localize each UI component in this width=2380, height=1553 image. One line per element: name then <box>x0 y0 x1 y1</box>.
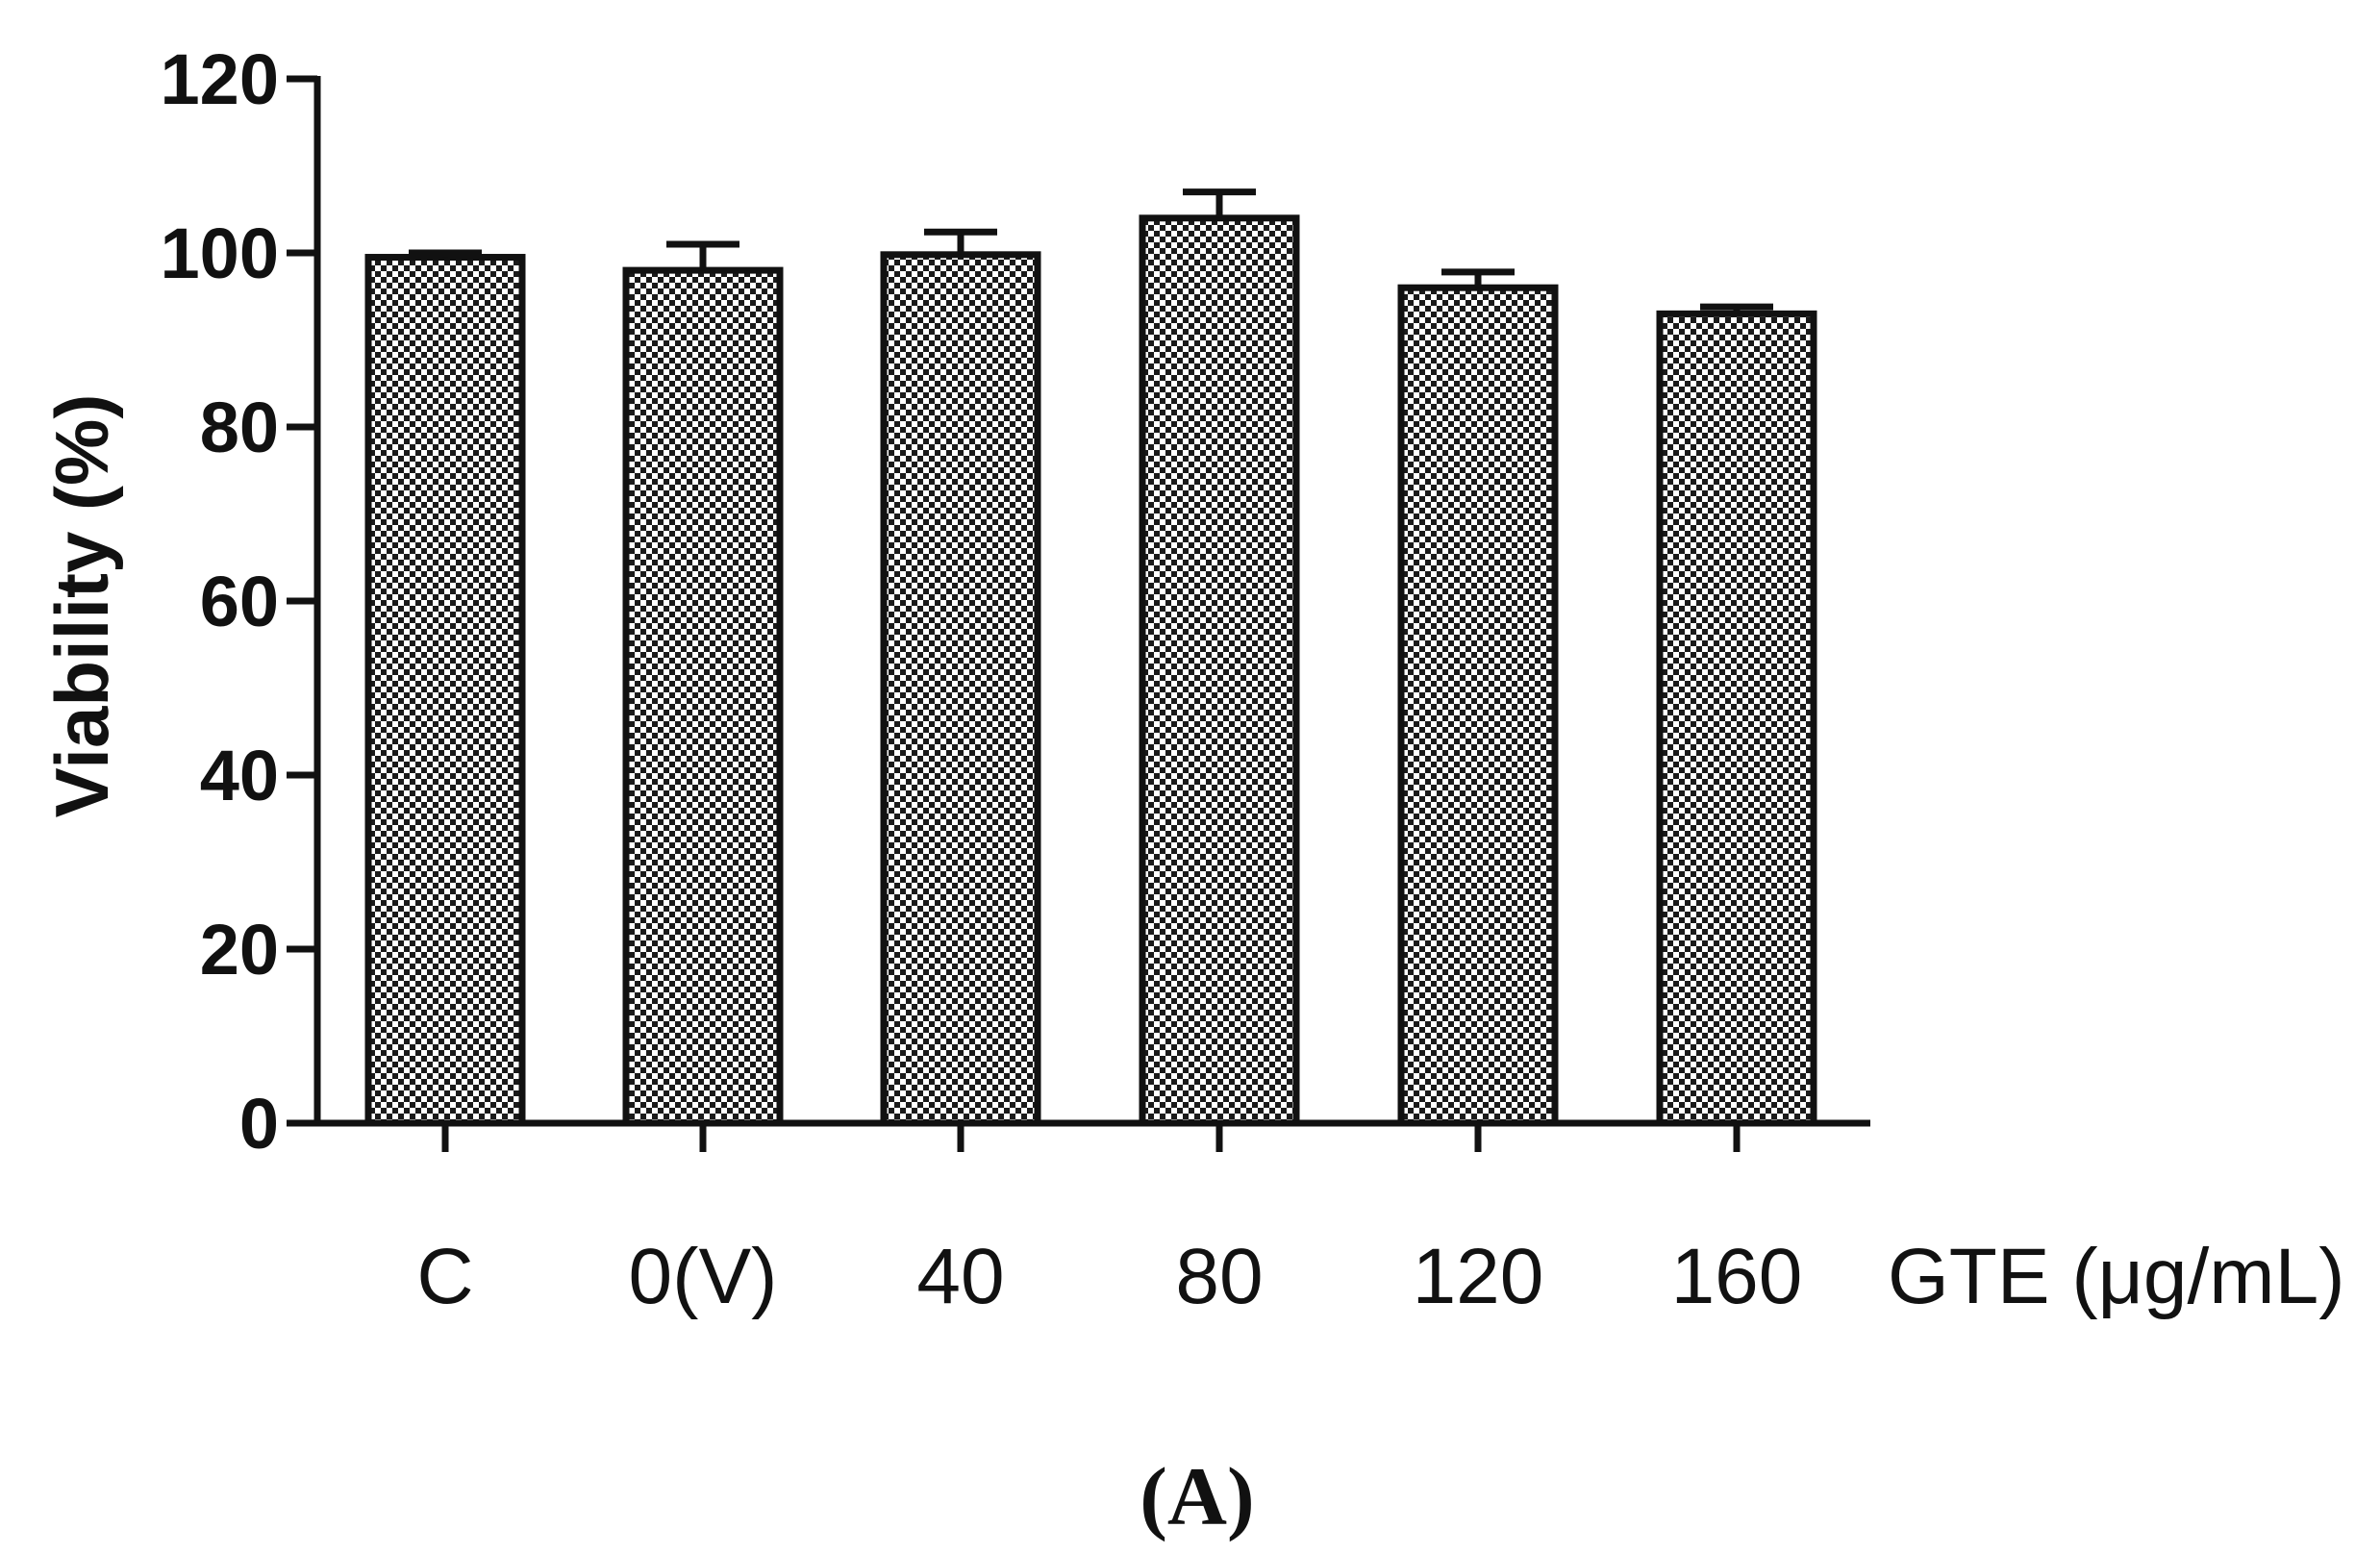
x-tick-label-120: 120 <box>1413 1233 1544 1320</box>
error-bar-80 <box>1183 188 1256 218</box>
error-bar-120 <box>1441 268 1515 288</box>
bar-120 <box>1397 284 1559 1127</box>
error-bar-0-v <box>666 240 739 271</box>
error-bar-c <box>409 249 482 258</box>
x-tick-label-0-v: 0(V) <box>629 1233 778 1320</box>
y-tick-label-80: 80 <box>200 388 279 467</box>
y-tick-label-20: 20 <box>200 910 279 989</box>
y-tick-label-0: 0 <box>239 1084 279 1164</box>
error-bar-40 <box>924 228 997 255</box>
y-tick-label-60: 60 <box>200 562 279 641</box>
bars-layer <box>364 188 1817 1127</box>
bar-80 <box>1139 214 1300 1127</box>
x-tick-label-40: 40 <box>916 1233 1004 1320</box>
y-tick-label-40: 40 <box>200 736 279 815</box>
bar-c <box>364 254 526 1127</box>
error-bar-160 <box>1700 303 1773 314</box>
bar-0-v <box>622 266 784 1127</box>
x-tick-label-c: C <box>416 1233 473 1320</box>
x-tick-label-80: 80 <box>1175 1233 1263 1320</box>
y-axis-title: Viability (%) <box>39 394 124 818</box>
ticks-layer: C 0(V) 40 80 120 160 0 20 40 60 80 100 120 <box>161 39 1803 1320</box>
x-axis-title: GTE (μg/mL) <box>1888 1233 2345 1320</box>
bar-40 <box>880 251 1041 1127</box>
panel-label: (A) <box>1140 1450 1254 1542</box>
x-tick-label-160: 160 <box>1671 1233 1803 1320</box>
y-tick-label-100: 100 <box>161 213 279 293</box>
bar-160 <box>1656 310 1817 1127</box>
y-tick-label-120: 120 <box>161 39 279 119</box>
